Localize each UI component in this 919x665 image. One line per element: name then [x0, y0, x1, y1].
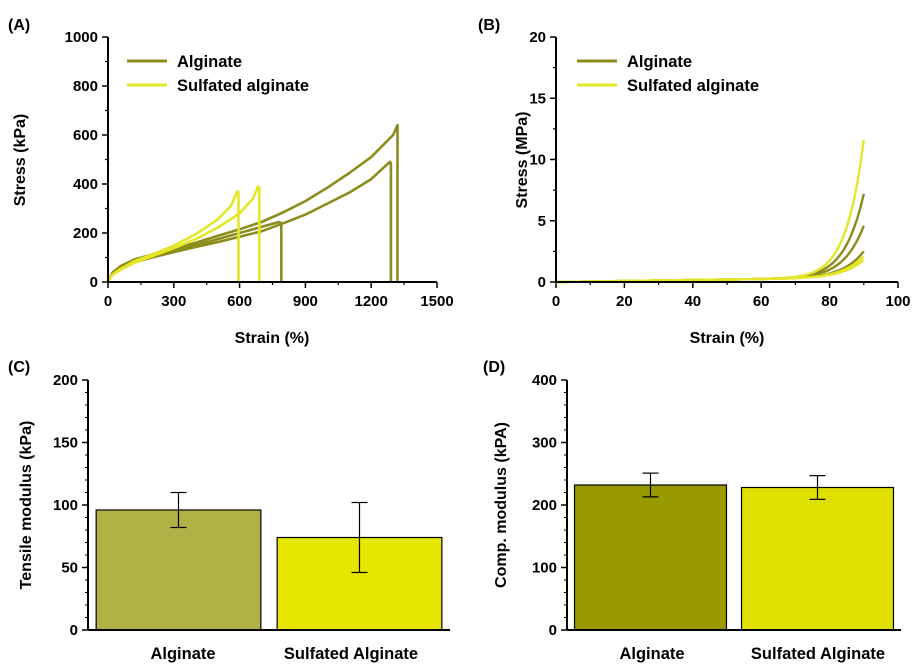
panel-b-xtick-label: 40: [684, 293, 701, 310]
panel-b-ticks: 0 20 40 60 80 100 0 5 10 15 20: [529, 29, 910, 310]
panel-a-ylabel: Stress (kPa): [12, 114, 29, 207]
panel-c: (C) Tensile modulus (kPa) 0 50 100 150 200 A…: [8, 359, 450, 663]
panel-b-lines: [556, 139, 865, 284]
panel-b-ytick-label: 20: [529, 29, 546, 46]
panel-b-series-sulfated-3: [556, 139, 865, 284]
panel-c-bar-alginate: [95, 509, 262, 631]
panel-a-xtick-label: 0: [104, 293, 112, 310]
panel-c-ylabel: Tensile modulus (kPa): [18, 421, 35, 590]
panel-a-xlabel: Strain (%): [235, 330, 310, 347]
panel-b-xtick-label: 20: [616, 293, 633, 310]
panel-a-xtick-label: 600: [227, 293, 252, 310]
panel-b-xtick-label: 60: [753, 293, 770, 310]
panel-b-series-alginate-1: [556, 225, 865, 284]
panel-b-ytick-label: 10: [529, 152, 546, 169]
panel-b-ytick-label: 15: [529, 90, 546, 107]
panel-d: (D) Comp. modulus (kPA) 0 100 200 300 400 Al…: [483, 359, 901, 663]
panel-c-category-alginate: Alginate: [150, 645, 215, 663]
panel-a-ytick-label: 400: [73, 176, 98, 193]
panel-c-ticks: 0 50 100 150 200: [53, 372, 88, 639]
panel-b-label: (B): [478, 17, 500, 34]
panel-a-xtick-label: 1200: [355, 293, 388, 310]
panel-a-series-alginate-2: [106, 123, 399, 283]
panel-d-ytick-label: 0: [549, 622, 557, 639]
panel-b-xtick-label: 0: [552, 293, 560, 310]
panel-a-legend-alginate: Alginate: [177, 53, 242, 71]
panel-a-xtick-label: 300: [161, 293, 186, 310]
panel-d-bar-sulfated: [740, 486, 895, 631]
panel-a-ytick-label: 0: [90, 274, 98, 291]
panel-b-xlabel: Strain (%): [690, 330, 765, 347]
panel-c-ytick-label: 200: [53, 372, 78, 389]
panel-a-lines: [106, 123, 399, 283]
panel-d-bars: [573, 472, 895, 631]
panel-b-legend-alginate: Alginate: [627, 53, 692, 71]
panel-b-ytick-label: 0: [538, 274, 546, 291]
panel-a-ytick-label: 800: [73, 78, 98, 95]
panel-a-ytick-label: 200: [73, 225, 98, 242]
panel-a-label: (A): [8, 17, 30, 34]
panel-d-label: (D): [483, 359, 505, 376]
panel-c-bars: [95, 491, 443, 631]
panel-a: (A) Stress (kPa) Strain (%) 0 300 600 900 12…: [8, 17, 454, 347]
panel-d-category-sulfated: Sulfated Alginate: [751, 645, 885, 663]
panel-b-xtick-label: 80: [821, 293, 838, 310]
panel-d-ytick-label: 300: [532, 435, 557, 452]
panel-b: (B) Stress (MPa) Strain (%) 0 20 40 60 80 100…: [478, 17, 911, 347]
panel-d-ytick-label: 200: [532, 497, 557, 514]
panel-a-series-alginate-0: [106, 220, 283, 283]
panel-a-legend-sulfated: Sulfated alginate: [177, 77, 309, 95]
panel-c-ytick-label: 0: [70, 622, 78, 639]
panel-b-legend-sulfated: Sulfated alginate: [627, 77, 759, 95]
panel-b-xtick-label: 100: [885, 293, 910, 310]
panel-b-ylabel: Stress (MPa): [514, 112, 531, 209]
panel-d-bar-alginate: [573, 484, 728, 631]
panel-d-category-alginate: Alginate: [619, 645, 684, 663]
panel-d-ticks: 0 100 200 300 400: [532, 372, 567, 639]
panel-c-ytick-label: 100: [53, 497, 78, 514]
panel-a-ytick-label: 600: [73, 127, 98, 144]
panel-b-legend: Alginate Sulfated alginate: [577, 53, 759, 95]
panel-d-ylabel: Comp. modulus (kPA): [493, 422, 510, 588]
panel-a-xtick-label: 900: [293, 293, 318, 310]
panel-c-category-sulfated: Sulfated Alginate: [284, 645, 418, 663]
panel-a-ytick-label: 1000: [65, 29, 98, 46]
panel-a-series-sulfated-4: [106, 185, 261, 283]
panel-c-label: (C): [8, 359, 30, 376]
panel-a-legend: Alginate Sulfated alginate: [127, 53, 309, 95]
panel-b-ytick-label: 5: [538, 213, 546, 230]
panel-d-ytick-label: 100: [532, 560, 557, 577]
panel-d-ytick-label: 400: [532, 372, 557, 389]
panel-c-ytick-label: 150: [53, 435, 78, 452]
panel-a-xtick-label: 1500: [420, 293, 453, 310]
panel-c-ytick-label: 50: [61, 560, 78, 577]
panel-a-series-alginate-1: [106, 160, 393, 283]
